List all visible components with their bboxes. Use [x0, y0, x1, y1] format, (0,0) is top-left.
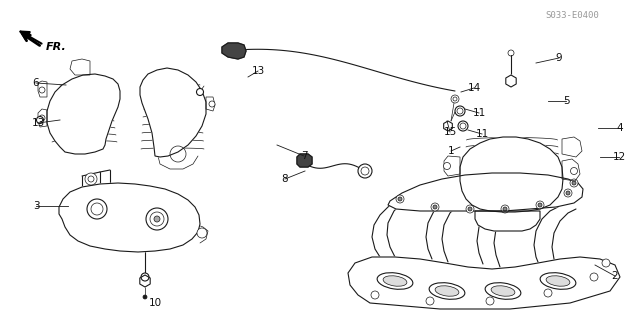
Circle shape — [154, 216, 160, 222]
Text: 10: 10 — [148, 298, 161, 308]
Circle shape — [455, 106, 465, 116]
Circle shape — [196, 88, 204, 95]
Circle shape — [570, 179, 578, 187]
Circle shape — [426, 297, 434, 305]
Text: 13: 13 — [252, 66, 264, 76]
Circle shape — [141, 273, 149, 281]
Ellipse shape — [377, 273, 413, 289]
Circle shape — [566, 191, 570, 195]
Text: 12: 12 — [612, 152, 626, 162]
Circle shape — [85, 173, 97, 185]
Text: 9: 9 — [556, 53, 563, 63]
Polygon shape — [297, 154, 312, 167]
Text: 11: 11 — [472, 108, 486, 118]
Circle shape — [39, 87, 45, 93]
Text: 7: 7 — [301, 151, 307, 161]
Polygon shape — [348, 257, 620, 309]
Circle shape — [544, 289, 552, 297]
Polygon shape — [460, 137, 563, 212]
Polygon shape — [206, 97, 215, 111]
Circle shape — [431, 203, 439, 211]
Circle shape — [564, 189, 572, 197]
Circle shape — [458, 121, 468, 131]
Ellipse shape — [491, 286, 515, 296]
Circle shape — [503, 207, 507, 211]
Circle shape — [209, 101, 215, 107]
Ellipse shape — [429, 283, 465, 299]
Text: 5: 5 — [563, 96, 570, 106]
Circle shape — [398, 197, 402, 201]
Polygon shape — [38, 81, 47, 97]
Circle shape — [570, 167, 577, 174]
Text: FR.: FR. — [46, 42, 67, 52]
Circle shape — [358, 164, 372, 178]
Circle shape — [444, 162, 451, 169]
Text: 1: 1 — [448, 146, 454, 156]
Circle shape — [143, 295, 147, 299]
Circle shape — [87, 199, 107, 219]
Ellipse shape — [383, 276, 407, 286]
Circle shape — [36, 116, 44, 123]
Circle shape — [451, 95, 459, 103]
Text: 6: 6 — [33, 78, 39, 88]
Text: 8: 8 — [282, 174, 288, 184]
Text: S033-E0400: S033-E0400 — [545, 11, 599, 20]
Polygon shape — [562, 137, 582, 157]
Text: 15: 15 — [444, 127, 456, 137]
Polygon shape — [47, 74, 120, 154]
Circle shape — [466, 205, 474, 213]
Circle shape — [486, 297, 494, 305]
Text: 14: 14 — [467, 83, 481, 93]
Circle shape — [602, 259, 610, 267]
Circle shape — [536, 201, 544, 209]
Circle shape — [371, 291, 379, 299]
Text: 13: 13 — [31, 118, 45, 128]
Ellipse shape — [540, 273, 576, 289]
Polygon shape — [222, 43, 246, 59]
Polygon shape — [70, 59, 90, 75]
Text: 4: 4 — [617, 123, 623, 133]
Polygon shape — [388, 173, 583, 211]
Circle shape — [433, 205, 437, 209]
Circle shape — [468, 207, 472, 211]
Polygon shape — [444, 156, 460, 176]
Circle shape — [572, 181, 576, 185]
Circle shape — [146, 208, 168, 230]
Text: 3: 3 — [33, 201, 39, 211]
Polygon shape — [59, 183, 200, 252]
Polygon shape — [562, 159, 580, 181]
Text: 2: 2 — [612, 271, 618, 281]
Ellipse shape — [485, 283, 521, 299]
Polygon shape — [38, 109, 47, 127]
Ellipse shape — [546, 276, 570, 286]
Circle shape — [501, 205, 509, 213]
Circle shape — [39, 115, 45, 121]
Polygon shape — [140, 68, 206, 157]
Polygon shape — [140, 275, 150, 287]
Circle shape — [396, 195, 404, 203]
Circle shape — [590, 273, 598, 281]
Polygon shape — [475, 211, 540, 231]
Circle shape — [197, 228, 207, 238]
Ellipse shape — [435, 286, 459, 296]
Polygon shape — [444, 121, 452, 131]
Circle shape — [538, 203, 542, 207]
Polygon shape — [506, 75, 516, 87]
Text: 11: 11 — [476, 129, 488, 139]
